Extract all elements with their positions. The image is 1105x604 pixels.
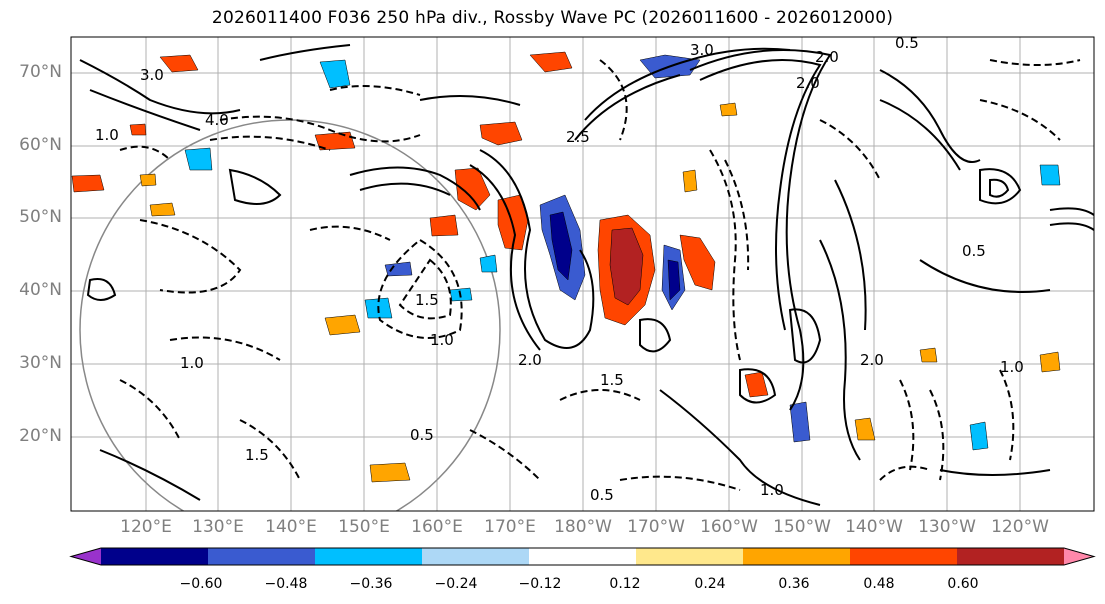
lon-label: 180°W: [554, 517, 612, 537]
colorbar-segment: [850, 548, 958, 565]
colorbar-segment: [957, 548, 1065, 565]
lon-label: 120°E: [120, 517, 172, 537]
lon-label: 140°E: [265, 517, 317, 537]
contour-label: 1.0: [760, 481, 784, 499]
colorbar-segment: [1064, 548, 1094, 565]
contour-label: 0.5: [895, 34, 919, 52]
lat-label: 60°N: [19, 135, 62, 155]
contour-label: 4.0: [205, 111, 229, 129]
contour-labels: 3.0 2.0 1.5 1.0 0.5 4.0 2.5 3.0 2.0 1.0 …: [95, 34, 1024, 504]
contour-label: 0.5: [962, 242, 986, 260]
contour-label: 0.5: [410, 426, 434, 444]
negative-contours: [119, 59, 1081, 491]
lon-label: 150°E: [338, 517, 390, 537]
colorbar-segment: [422, 548, 530, 565]
contour-label: 0.5: [590, 486, 614, 504]
contour-label: 1.0: [430, 331, 454, 349]
contour-label: 1.5: [245, 446, 269, 464]
colorbar-segment: [315, 548, 423, 565]
map-title: 2026011400 F036 250 hPa div., Rossby Wav…: [211, 8, 894, 28]
colorbar-tick-label: −0.36: [349, 576, 393, 592]
colorbar-outline: [69, 547, 1096, 566]
lon-label: 160°E: [411, 517, 463, 537]
lon-label: 170°W: [627, 517, 685, 537]
contour-label: 2.0: [860, 351, 884, 369]
contour-label: 1.0: [180, 354, 204, 372]
lat-label: 30°N: [19, 353, 62, 373]
colorbar-segment: [71, 548, 101, 565]
contour-label: 2.0: [796, 74, 820, 92]
lon-label: 120°W: [991, 517, 1049, 537]
lon-label: 150°W: [773, 517, 831, 537]
colorbar-tick-label: 0.36: [778, 576, 810, 592]
lon-label: 130°E: [192, 517, 244, 537]
contour-label: 1.5: [415, 291, 439, 309]
contour-label: 3.0: [690, 41, 714, 59]
colorbar-tick-label: −0.48: [264, 576, 308, 592]
colorbar-tick-label: 0.60: [947, 576, 979, 592]
positive-contours: [79, 44, 1094, 506]
lat-label: 70°N: [19, 62, 62, 82]
colorbar-segment: [208, 548, 316, 565]
lat-label: 40°N: [19, 280, 62, 300]
lat-label: 50°N: [19, 207, 62, 227]
contour-label: 1.0: [1000, 358, 1024, 376]
lon-label: 170°E: [484, 517, 536, 537]
contour-label: 1.5: [600, 371, 624, 389]
lon-label: 140°W: [845, 517, 903, 537]
colorbar-segment: [636, 548, 744, 565]
colorbar-tick-label: 0.24: [694, 576, 726, 592]
colorbar-tick-label: −0.12: [518, 576, 562, 592]
colorbar-segment: [101, 548, 209, 565]
contour-label: 2.0: [815, 48, 839, 66]
contour-label: 2.0: [518, 351, 542, 369]
colorbar: [69, 547, 1096, 566]
contour-label: 3.0: [140, 66, 164, 84]
lon-label: 130°W: [918, 517, 976, 537]
colorbar-tick-label: 0.48: [863, 576, 895, 592]
lon-label: 160°W: [700, 517, 758, 537]
contour-label: 1.0: [95, 126, 119, 144]
colorbar-tick-label: −0.24: [434, 576, 478, 592]
colorbar-tick-label: 0.12: [609, 576, 641, 592]
map-frame: [70, 36, 1095, 512]
lat-label: 20°N: [19, 426, 62, 446]
colorbar-segment: [743, 548, 851, 565]
contour-label: 2.5: [566, 128, 590, 146]
colorbar-segment: [529, 548, 637, 565]
colorbar-tick-label: −0.60: [179, 576, 223, 592]
